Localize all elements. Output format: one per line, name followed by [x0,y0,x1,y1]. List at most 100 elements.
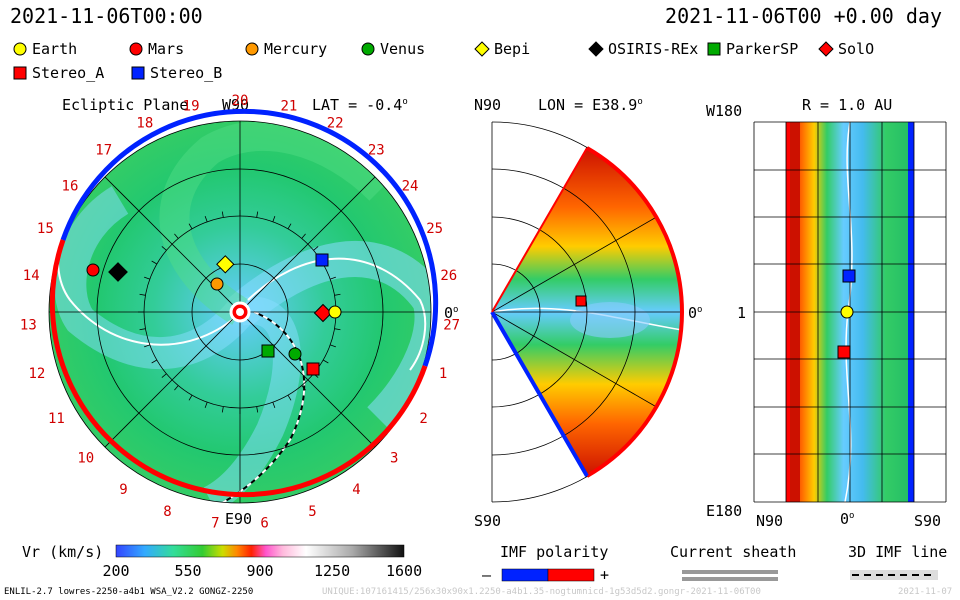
colorbar-tick: 200 [102,562,130,580]
ecliptic-lat-label: LAT = -0.4o [312,96,408,114]
osiris-rex-marker [108,262,128,282]
imf-plus: + [600,566,610,584]
mars-marker [86,263,100,277]
carrington-label: 14 [23,268,40,284]
legend-label: Mercury [264,40,328,58]
legend-item-parkersp: ParkerSP [706,40,798,58]
carrington-label: 2 [419,411,427,427]
diamond-icon [474,41,490,57]
carrington-label: 17 [95,143,112,159]
carrington-label: 15 [37,221,54,237]
radial-stereo-a-marker [837,345,851,359]
ecliptic-title: Ecliptic Plane [62,96,189,114]
colorbar-tick: 1250 [314,562,351,580]
legend-label: Stereo_A [32,64,105,82]
legend-item-mars: Mars [128,40,184,58]
ecliptic-markers [86,253,342,376]
legend-item-mercury: Mercury [244,40,327,58]
legend-item-stereo-b: Stereo_B [130,64,222,82]
stereo-a-marker [306,362,320,376]
run-id-watermark: UNIQUE:107161415/256x30x90x1.2250-a4b1.3… [322,587,761,597]
radial-left-tick: 1 [737,304,747,322]
current-sheath-title: Current sheath [670,543,797,561]
circle-icon [361,42,375,56]
meridional-bottom-label: S90 [474,512,502,530]
colorbar-tick: 550 [174,562,202,580]
velocity-colorbar [115,544,405,558]
meridional-panel [490,121,684,503]
radial-title: R = 1.0 AU [802,96,893,114]
circle-icon [13,42,27,56]
legend-item-venus: Venus [360,40,425,58]
legend-item-solo: SolO [818,40,874,58]
carrington-label: 11 [48,411,65,427]
carrington-label: 1 [439,366,447,382]
radial-panel [753,121,947,503]
carrington-label: 19 [183,99,200,115]
legend-item-bepi: Bepi [474,40,530,58]
carrington-labels: 20 21222324252627123456789101112131415161… [20,93,460,532]
square-icon [707,42,721,56]
carrington-label: 27 [443,317,460,333]
venus-marker [288,347,302,361]
carrington-label: 4 [352,482,360,498]
legend-label: Earth [32,40,78,58]
carrington-label: 6 [260,516,268,532]
legend-label: Venus [380,40,426,58]
carrington-label: 5 [308,504,316,520]
meridional-lon-label: LON = E38.9o [538,96,643,114]
radial-stereo-b-marker [842,269,856,283]
colorbar-title: Vr (km/s) [22,543,104,561]
carrington-label: 21 [280,99,297,115]
carrington-label: 26 [440,268,457,284]
carrington-label: 20 [232,93,249,109]
legend-item-earth: Earth [12,40,77,58]
carrington-label: 7 [211,516,219,532]
carrington-label: 22 [327,116,344,132]
legend-item-osiris-rex: OSIRIS-REx [588,40,698,58]
radial-x-right: S90 [914,512,942,530]
legend-label: Bepi [494,40,531,58]
legend-item-stereo-a: Stereo_A [12,64,104,82]
ecliptic-bottom-label: E90 [225,510,253,528]
circle-icon [245,42,259,56]
legend-label: OSIRIS-REx [608,40,699,58]
square-icon [131,66,145,80]
carrington-label: 10 [77,450,94,466]
carrington-label: 23 [368,143,385,159]
meridional-right-label: 0o [688,304,703,322]
bepi-marker [216,255,235,274]
solo-marker [313,303,333,323]
mercury-marker [210,277,224,291]
parker-marker [261,344,275,358]
carrington-label: 16 [62,178,79,194]
diamond-icon [818,41,834,57]
carrington-label: 25 [426,221,443,237]
radial-top-label: W180 [706,102,743,120]
carrington-label: 9 [119,482,127,498]
imf-polarity-title: IMF polarity [500,543,609,561]
stereo-b-marker [315,253,329,267]
imf-line-title: 3D IMF line [848,543,948,561]
timestamp-right: 2021-11-06T00 +0.00 day [665,4,942,28]
radial-x-left: N90 [756,512,784,530]
earth-marker [328,305,342,319]
circle-icon [129,42,143,56]
legend-label: SolO [838,40,875,58]
ecliptic-right-label: 0o [444,304,459,322]
colorbar-tick: 1600 [386,562,423,580]
carrington-label: 18 [136,116,153,132]
square-icon [13,66,27,80]
carrington-label: 8 [163,504,171,520]
legend-label: ParkerSP [726,40,799,58]
carrington-label: 12 [28,366,45,382]
current-sheath-sample [682,570,778,581]
carrington-label: 3 [390,450,398,466]
ecliptic-plane-panel [48,108,439,504]
meridional-stereo-a-marker [575,295,587,307]
imf-line-sample [850,570,938,580]
footer-date-watermark: 2021-11-07 [898,587,953,597]
imf-polarity-bar [501,568,595,582]
carrington-label: 24 [402,178,419,194]
radial-earth-marker [840,305,854,319]
